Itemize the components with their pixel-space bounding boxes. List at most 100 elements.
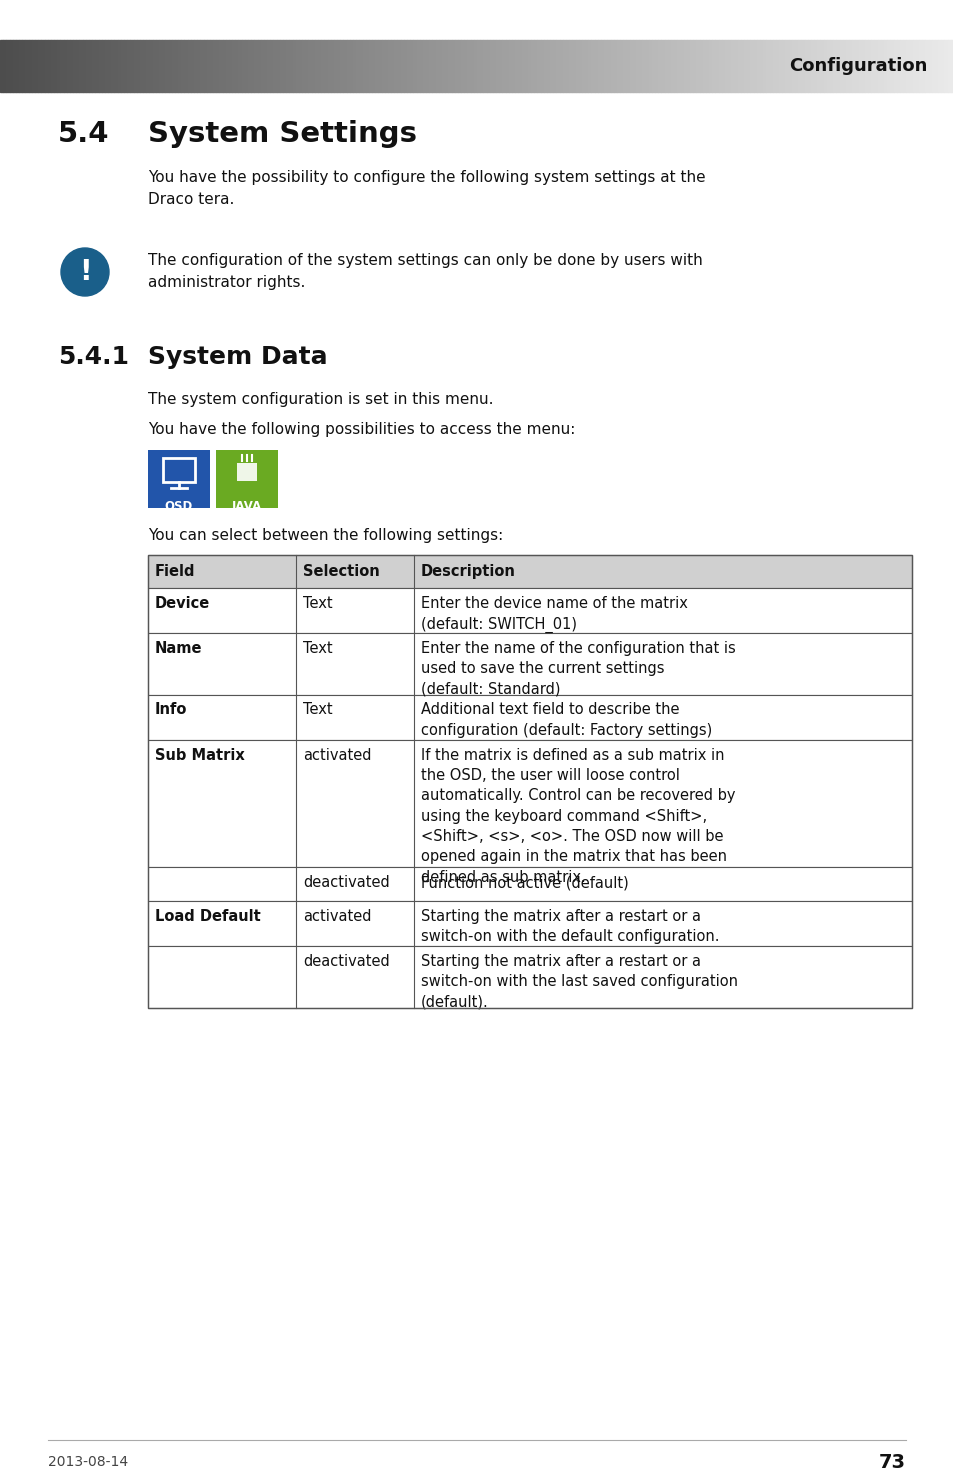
Bar <box>143 40 146 91</box>
Bar <box>327 40 331 91</box>
Bar <box>362 40 365 91</box>
Bar <box>941 40 943 91</box>
Bar <box>626 40 629 91</box>
Bar <box>588 40 591 91</box>
Bar <box>674 40 677 91</box>
Bar <box>413 40 416 91</box>
Bar <box>197 40 200 91</box>
Bar <box>54 40 57 91</box>
Bar <box>822 40 826 91</box>
Text: You have the possibility to configure the following system settings at the
Draco: You have the possibility to configure th… <box>148 170 705 206</box>
Text: Starting the matrix after a restart or a
switch-on with the default configuratio: Starting the matrix after a restart or a… <box>420 909 719 944</box>
Text: 2013-08-14: 2013-08-14 <box>48 1454 128 1469</box>
Bar <box>807 40 810 91</box>
Bar <box>679 40 683 91</box>
Bar <box>121 40 124 91</box>
Bar <box>479 40 483 91</box>
Bar <box>855 40 858 91</box>
Bar <box>779 40 781 91</box>
Bar <box>416 40 419 91</box>
Bar <box>181 40 184 91</box>
Bar <box>918 40 922 91</box>
Bar <box>3 40 7 91</box>
Bar <box>457 40 460 91</box>
Bar <box>927 40 931 91</box>
Text: You have the following possibilities to access the menu:: You have the following possibilities to … <box>148 422 575 437</box>
Bar <box>553 40 556 91</box>
Bar <box>7 40 10 91</box>
Text: Configuration: Configuration <box>789 58 927 75</box>
Bar <box>331 40 334 91</box>
Bar <box>737 40 740 91</box>
Bar <box>426 40 429 91</box>
Bar <box>883 40 886 91</box>
Bar <box>832 40 836 91</box>
Bar <box>162 40 165 91</box>
Bar <box>216 40 219 91</box>
Bar <box>403 40 407 91</box>
Bar <box>912 40 915 91</box>
Bar <box>254 40 257 91</box>
Bar <box>683 40 686 91</box>
Bar <box>184 40 188 91</box>
Bar <box>572 40 575 91</box>
Bar <box>645 40 648 91</box>
Bar <box>521 40 524 91</box>
Bar <box>740 40 743 91</box>
Bar <box>753 40 756 91</box>
Bar <box>829 40 832 91</box>
Bar <box>727 40 731 91</box>
Bar <box>83 40 86 91</box>
Bar <box>203 40 207 91</box>
FancyBboxPatch shape <box>215 450 277 507</box>
Bar <box>73 40 76 91</box>
Bar <box>188 40 191 91</box>
Bar <box>826 40 829 91</box>
Bar <box>92 40 95 91</box>
Bar <box>136 40 140 91</box>
Bar <box>693 40 696 91</box>
Bar <box>210 40 213 91</box>
Bar <box>781 40 784 91</box>
Bar <box>76 40 79 91</box>
Bar <box>260 40 264 91</box>
Bar <box>16 40 19 91</box>
Bar <box>148 633 911 695</box>
Bar <box>867 40 870 91</box>
Text: The configuration of the system settings can only be done by users with
administ: The configuration of the system settings… <box>148 254 702 289</box>
Text: Text: Text <box>303 596 333 611</box>
Bar <box>772 40 775 91</box>
Bar <box>836 40 839 91</box>
Bar <box>391 40 394 91</box>
Text: If the matrix is defined as a sub matrix in
the OSD, the user will loose control: If the matrix is defined as a sub matrix… <box>420 748 735 885</box>
Bar <box>12 40 16 91</box>
FancyBboxPatch shape <box>148 450 210 507</box>
Bar <box>470 40 474 91</box>
Text: Starting the matrix after a restart or a
switch-on with the last saved configura: Starting the matrix after a restart or a… <box>420 954 738 1010</box>
Bar <box>877 40 880 91</box>
Bar <box>655 40 658 91</box>
Bar <box>559 40 562 91</box>
Bar <box>743 40 746 91</box>
Bar <box>556 40 559 91</box>
Bar <box>512 40 515 91</box>
Bar <box>699 40 702 91</box>
Bar <box>455 40 457 91</box>
Bar <box>35 40 38 91</box>
Bar <box>369 40 372 91</box>
Bar <box>641 40 645 91</box>
Text: 5.4.1: 5.4.1 <box>58 345 129 369</box>
Bar <box>353 40 355 91</box>
Bar <box>498 40 502 91</box>
Bar <box>302 40 305 91</box>
Bar <box>791 40 794 91</box>
Bar <box>810 40 813 91</box>
Bar <box>667 40 670 91</box>
Text: JAVA: JAVA <box>232 500 262 513</box>
Bar <box>610 40 613 91</box>
Bar <box>489 40 493 91</box>
Bar <box>451 40 455 91</box>
Bar <box>155 40 159 91</box>
Bar <box>355 40 359 91</box>
Bar <box>664 40 667 91</box>
